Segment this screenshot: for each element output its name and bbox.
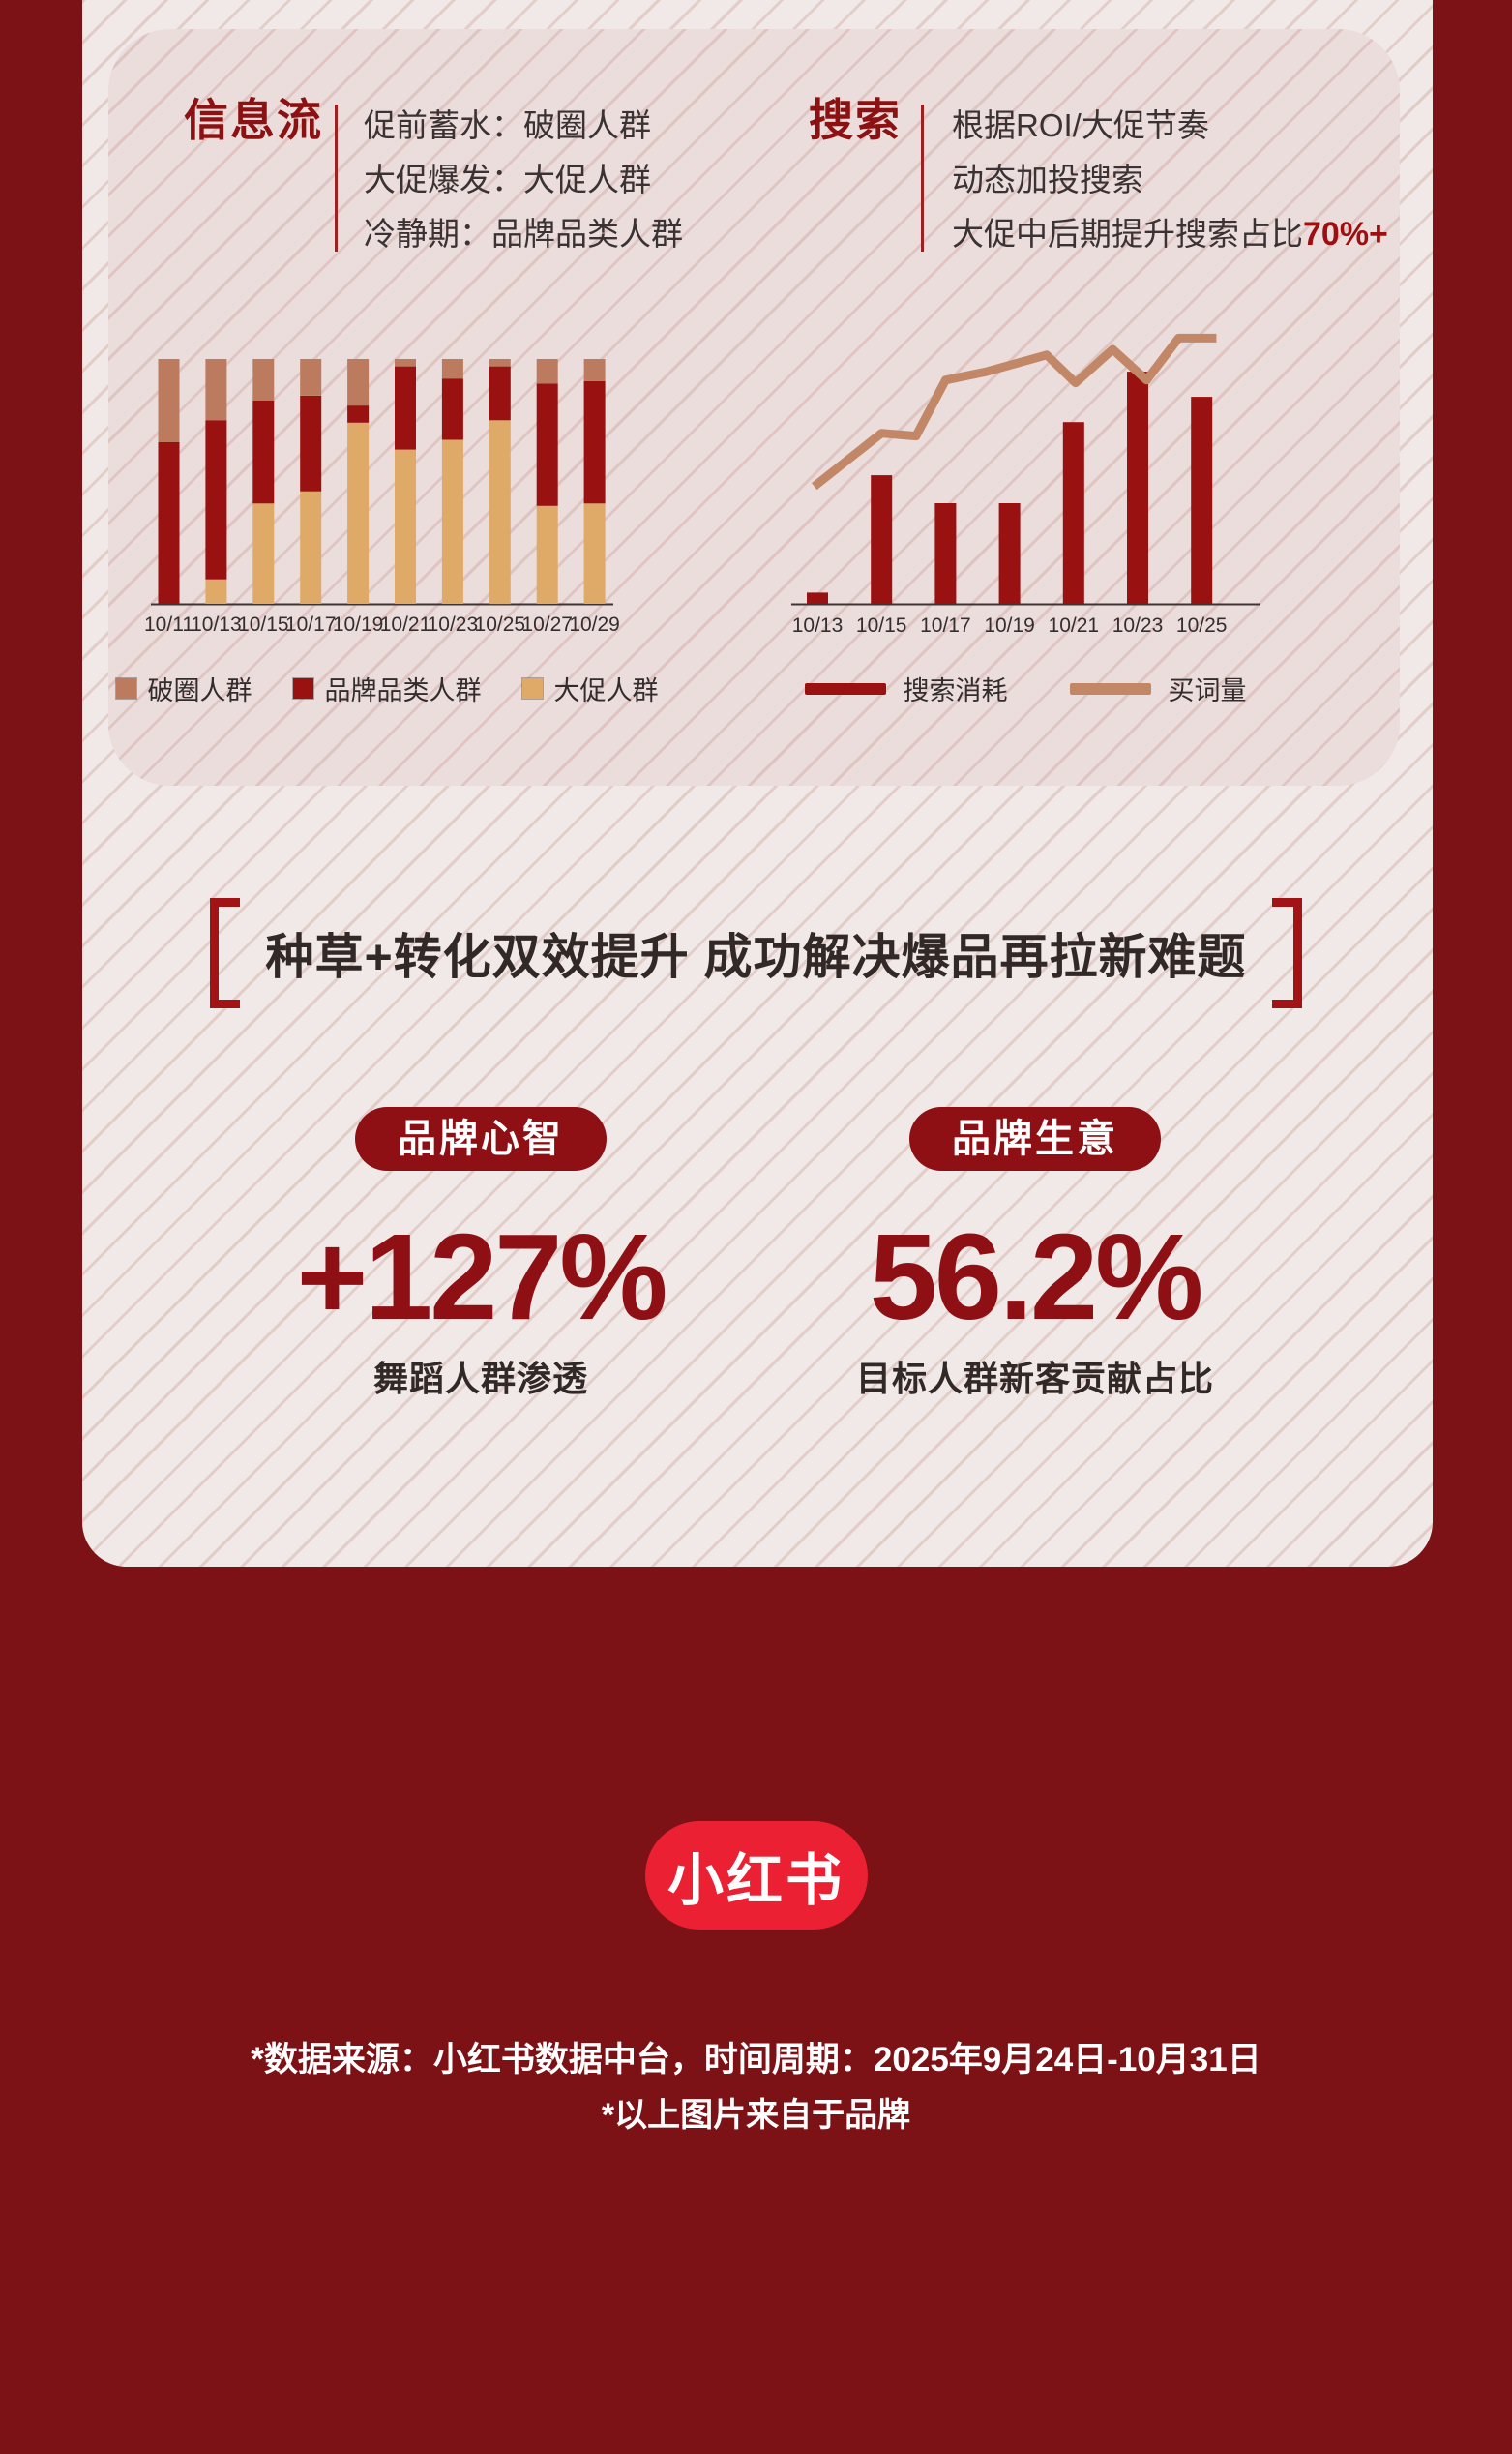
legend-item: 搜索消耗 — [804, 670, 1008, 707]
search-section-title: 搜索 — [809, 95, 902, 145]
svg-text:10/13: 10/13 — [191, 614, 242, 636]
legend-swatch-icon — [520, 677, 544, 700]
search-line: 动态加投搜索 — [952, 162, 1143, 197]
headline-banner: 种草+转化双效提升 成功解决爆品再拉新难题 — [0, 898, 1512, 1008]
infeed-line: 大促爆发：大促人群 — [364, 162, 651, 197]
stat-brand-business: 品牌生意 56.2% 目标人群新客贡献占比 — [745, 1107, 1325, 1401]
infeed-line: 促前蓄水：破圈人群 — [364, 107, 651, 143]
left-bracket-icon — [210, 898, 241, 1008]
search-divider — [921, 105, 924, 252]
svg-text:10/27: 10/27 — [521, 614, 573, 636]
stat-pill: 品牌生意 — [909, 1107, 1161, 1171]
legend-line-swatch-icon — [1069, 682, 1151, 695]
infeed-section-title: 信息流 — [184, 95, 323, 145]
svg-text:10/17: 10/17 — [920, 614, 971, 637]
xiaohongshu-logo: 小红书 — [644, 1821, 868, 1930]
stat-pill: 品牌心智 — [355, 1107, 607, 1171]
infeed-stacked-bar-chart: 10/1110/1310/1510/1710/1910/2110/2310/25… — [144, 359, 620, 636]
infeed-line: 冷静期：品牌品类人群 — [364, 216, 683, 252]
headline-text: 种草+转化双效提升 成功解决爆品再拉新难题 — [265, 930, 1247, 984]
legend-item: 买词量 — [1069, 670, 1247, 707]
stat-value: 56.2% — [869, 1209, 1203, 1345]
svg-text:10/21: 10/21 — [380, 614, 431, 636]
legend-label: 买词量 — [1168, 676, 1247, 705]
svg-text:10/17: 10/17 — [285, 614, 337, 636]
legend-item: 大促人群 — [520, 670, 659, 707]
charts-card — [108, 29, 1400, 786]
svg-text:10/15: 10/15 — [856, 614, 907, 637]
svg-text:10/19: 10/19 — [984, 614, 1035, 637]
search-bar-line-chart: 10/13 10/15 10/17 10/19 10/21 10/23 10/25 — [791, 333, 1260, 637]
stat-label: 舞蹈人群渗透 — [372, 1359, 588, 1399]
search-line: 根据ROI/大促节奏 — [952, 107, 1209, 143]
legend-item: 破圈人群 — [114, 670, 252, 707]
stat-value: +127% — [296, 1209, 668, 1345]
stat-brand-mind: 品牌心智 +127% 舞蹈人群渗透 — [191, 1107, 771, 1401]
legend-label: 品牌品类人群 — [324, 676, 482, 705]
footer-data-source: *数据来源：小红书数据中台，时间周期：2025年9月24日-10月31日 — [251, 2041, 1261, 2079]
infeed-chart-legend: 破圈人群 品牌品类人群 大促人群 — [114, 670, 659, 707]
search-line-prefix: 大促中后期提升搜索占比 — [952, 216, 1303, 252]
legend-label: 大促人群 — [553, 676, 659, 705]
legend-swatch-icon — [114, 677, 137, 700]
stat-label: 目标人群新客贡献占比 — [855, 1359, 1214, 1399]
svg-text:10/29: 10/29 — [569, 614, 620, 636]
svg-text:10/19: 10/19 — [333, 614, 384, 636]
right-bracket-icon — [1271, 898, 1302, 1008]
footer-image-note: *以上图片来自于品牌 — [601, 2097, 911, 2134]
svg-text:10/21: 10/21 — [1049, 614, 1100, 637]
svg-text:10/25: 10/25 — [1176, 614, 1228, 637]
infeed-section-lines: 促前蓄水：破圈人群 大促爆发：大促人群 冷静期：品牌品类人群 — [364, 99, 683, 261]
svg-text:10/23: 10/23 — [1112, 614, 1164, 637]
svg-text:10/23: 10/23 — [428, 614, 479, 636]
legend-label: 搜索消耗 — [903, 676, 1008, 705]
svg-text:10/15: 10/15 — [238, 614, 289, 636]
search-ratio-highlight: 70%+ — [1303, 216, 1388, 253]
legend-swatch-icon — [291, 677, 314, 700]
infeed-divider — [335, 105, 338, 252]
svg-text:10/11: 10/11 — [144, 614, 193, 636]
svg-text:10/25: 10/25 — [475, 614, 526, 636]
search-chart-legend: 搜索消耗 买词量 — [784, 670, 1267, 707]
legend-label: 破圈人群 — [147, 676, 252, 705]
search-section-lines: 根据ROI/大促节奏 动态加投搜索 大促中后期提升搜索占比70%+ — [952, 99, 1388, 261]
search-line: 大促中后期提升搜索占比70%+ — [952, 207, 1388, 261]
legend-item: 品牌品类人群 — [291, 670, 482, 707]
svg-text:10/13: 10/13 — [792, 614, 844, 637]
legend-line-swatch-icon — [804, 682, 886, 695]
